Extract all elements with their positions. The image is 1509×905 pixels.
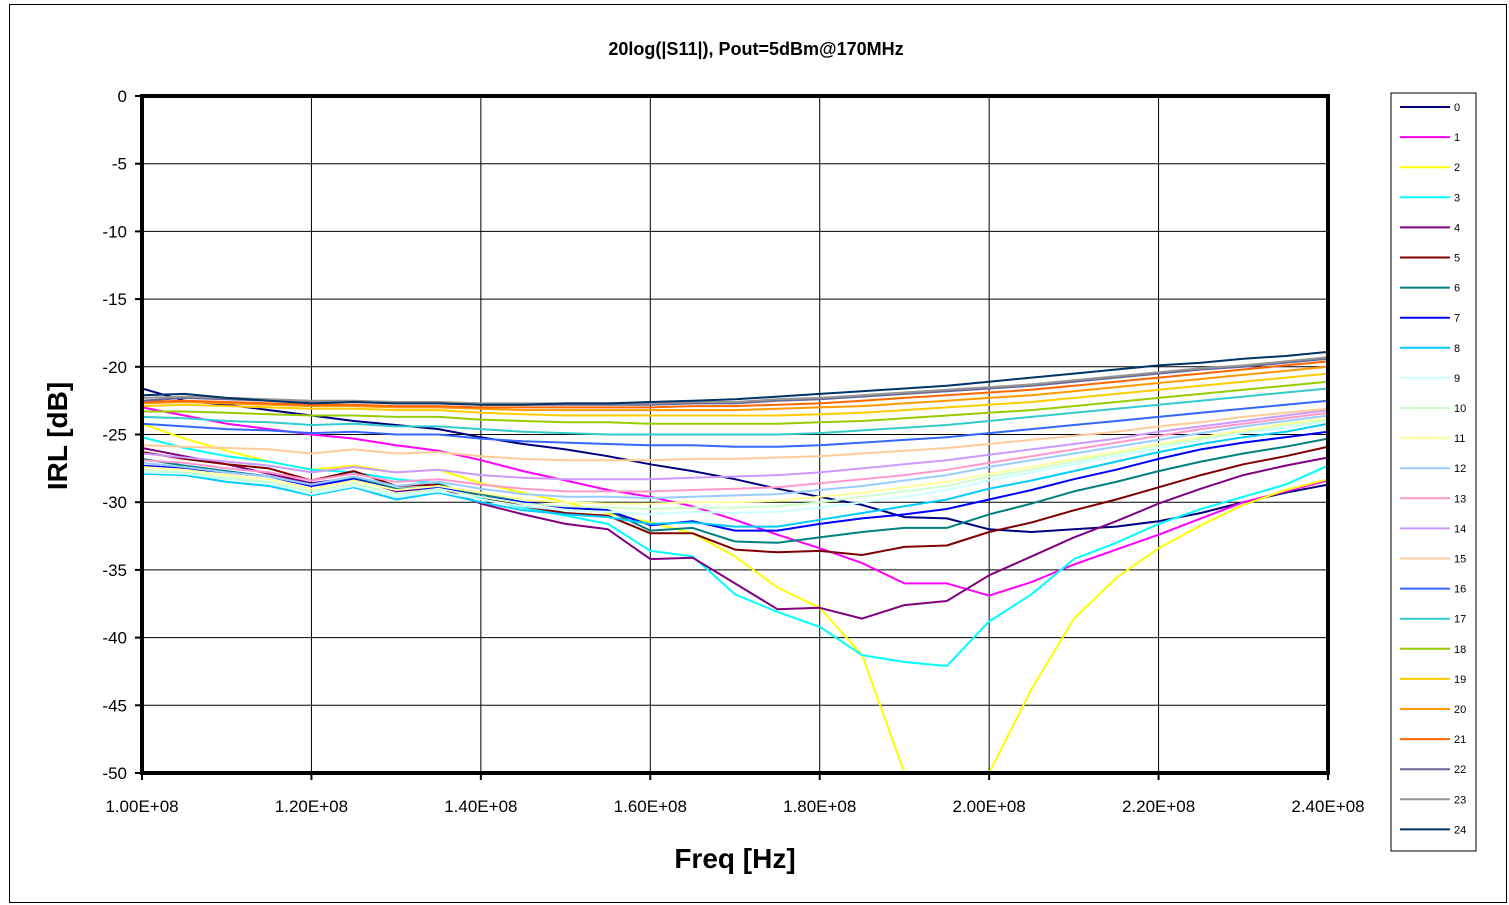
series-line-23 xyxy=(142,356,1328,405)
x-tick-label: 1.60E+08 xyxy=(614,797,687,816)
series-line-5 xyxy=(142,445,1328,556)
series-line-0 xyxy=(142,387,1328,533)
legend-label-24: 24 xyxy=(1454,824,1466,836)
x-tick-label: 2.00E+08 xyxy=(953,797,1026,816)
series-line-12 xyxy=(142,414,1328,500)
legend-label-22: 22 xyxy=(1454,764,1466,776)
legend-label-21: 21 xyxy=(1454,734,1466,746)
series-line-17 xyxy=(142,387,1328,436)
y-tick-label: -30 xyxy=(102,493,127,512)
legend-label-12: 12 xyxy=(1454,463,1466,475)
legend-label-8: 8 xyxy=(1454,343,1460,355)
series-line-16 xyxy=(142,399,1328,448)
legend-label-1: 1 xyxy=(1454,132,1460,144)
series-line-13 xyxy=(142,411,1328,493)
y-tick-label: -35 xyxy=(102,561,127,580)
x-tick-label: 1.20E+08 xyxy=(275,797,348,816)
x-tick-label: 1.80E+08 xyxy=(783,797,856,816)
series-line-14 xyxy=(142,409,1328,481)
legend-label-11: 11 xyxy=(1454,433,1465,445)
x-tick-label: 2.20E+08 xyxy=(1122,797,1195,816)
series-line-21 xyxy=(142,360,1328,409)
legend-label-10: 10 xyxy=(1454,403,1466,415)
x-tick-label: 1.40E+08 xyxy=(444,797,517,816)
y-axis-title: IRL [dB] xyxy=(42,382,73,490)
series-line-8 xyxy=(142,422,1328,528)
legend-label-0: 0 xyxy=(1454,102,1460,114)
series-line-18 xyxy=(142,380,1328,425)
chart-frame xyxy=(9,4,1507,903)
y-tick-label: -45 xyxy=(102,696,127,715)
x-tick-label: 2.40E+08 xyxy=(1291,797,1364,816)
y-tick-label: -20 xyxy=(102,358,127,377)
gridlines xyxy=(142,96,1328,773)
series-line-15 xyxy=(142,407,1328,462)
legend-label-19: 19 xyxy=(1454,674,1466,686)
y-tick-label: -25 xyxy=(102,426,127,445)
legend-label-23: 23 xyxy=(1454,794,1466,806)
legend-label-14: 14 xyxy=(1454,523,1466,535)
legend-label-17: 17 xyxy=(1454,614,1466,626)
series-line-1 xyxy=(142,406,1328,597)
series-line-20 xyxy=(142,365,1328,412)
legend-label-15: 15 xyxy=(1454,554,1466,566)
x-tick-label: 1.00E+08 xyxy=(105,797,178,816)
axis-ticks: 1.00E+08 1.20E+08 1.40E+08 1.60E+08 1.80E+08… xyxy=(102,87,1364,816)
series-line-19 xyxy=(142,372,1328,417)
legend-label-9: 9 xyxy=(1454,373,1460,385)
y-tick-label: -50 xyxy=(102,764,127,783)
series-line-7 xyxy=(142,430,1328,532)
legend-label-6: 6 xyxy=(1454,283,1460,295)
chart-title: 20log(|S11|), Pout=5dBm@170MHz xyxy=(608,39,903,59)
series-line-2 xyxy=(142,422,1328,773)
y-tick-label: -10 xyxy=(102,222,127,241)
y-tick-label: -5 xyxy=(112,155,127,174)
series-line-11 xyxy=(142,417,1328,505)
legend-label-13: 13 xyxy=(1454,493,1466,505)
series-line-9 xyxy=(142,420,1328,516)
legend-label-2: 2 xyxy=(1454,162,1460,174)
series-line-24 xyxy=(142,350,1328,406)
legend-label-5: 5 xyxy=(1454,253,1460,265)
y-tick-label: 0 xyxy=(118,87,127,106)
legend-label-3: 3 xyxy=(1454,192,1460,204)
legend-label-20: 20 xyxy=(1454,704,1466,716)
legend-label-18: 18 xyxy=(1454,644,1466,656)
legend-label-4: 4 xyxy=(1454,222,1460,234)
y-tick-label: -40 xyxy=(102,629,127,648)
y-tick-label: -15 xyxy=(102,290,127,309)
series-lines xyxy=(142,350,1328,773)
series-line-3 xyxy=(142,436,1328,667)
legend-label-16: 16 xyxy=(1454,584,1466,596)
legend-box xyxy=(1390,92,1477,852)
series-line-10 xyxy=(142,418,1328,510)
x-axis-title: Freq [Hz] xyxy=(674,843,795,874)
legend-label-7: 7 xyxy=(1454,313,1460,325)
